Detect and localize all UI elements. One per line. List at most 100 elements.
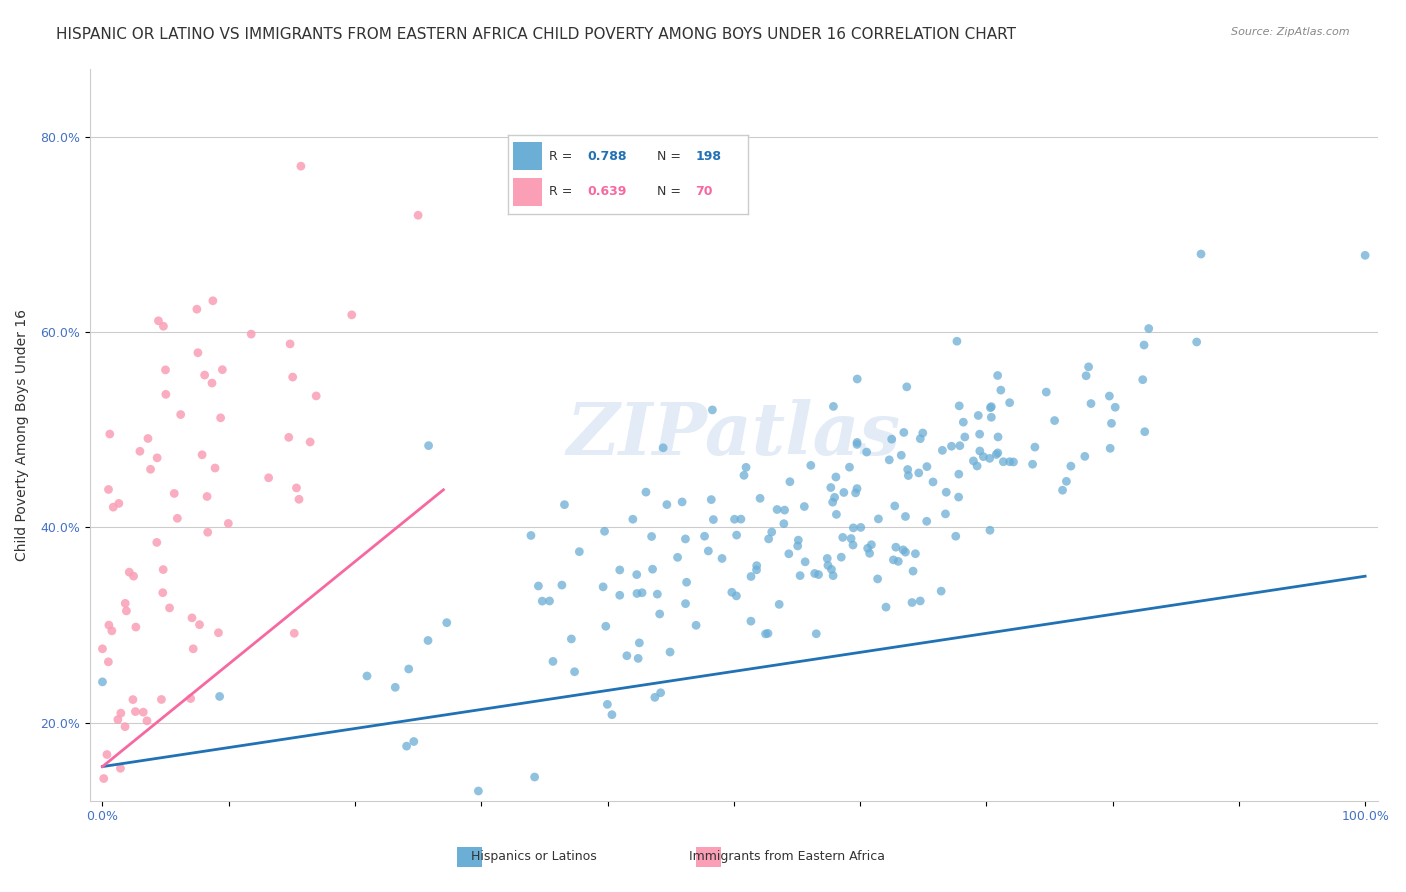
- Hispanics or Latinos: [896, 380, 918, 394]
- Immigrants from Eastern Africa: [191, 448, 214, 462]
- Immigrants from Eastern Africa: [170, 408, 193, 422]
- Hispanics or Latinos: [929, 584, 952, 599]
- Text: 0.788: 0.788: [588, 150, 627, 162]
- Text: 0.639: 0.639: [588, 186, 627, 198]
- Hispanics or Latinos: [596, 698, 619, 712]
- Hispanics or Latinos: [845, 486, 868, 500]
- Hispanics or Latinos: [967, 409, 990, 423]
- Hispanics or Latinos: [568, 544, 591, 558]
- Hispanics or Latinos: [882, 553, 904, 567]
- Hispanics or Latinos: [824, 491, 846, 505]
- Hispanics or Latinos: [1133, 425, 1156, 439]
- Hispanics or Latinos: [846, 372, 869, 386]
- Immigrants from Eastern Africa: [195, 490, 218, 504]
- Hispanics or Latinos: [1035, 385, 1057, 400]
- Hispanics or Latinos: [893, 425, 915, 440]
- Hispanics or Latinos: [969, 427, 991, 442]
- Immigrants from Eastern Africa: [285, 481, 308, 495]
- Hispanics or Latinos: [849, 520, 872, 534]
- Hispanics or Latinos: [866, 572, 889, 586]
- Hispanics or Latinos: [697, 544, 720, 558]
- Immigrants from Eastern Africa: [118, 565, 141, 579]
- Hispanics or Latinos: [793, 500, 815, 514]
- Immigrants from Eastern Africa: [187, 345, 209, 359]
- Hispanics or Latinos: [634, 485, 657, 500]
- Immigrants from Eastern Africa: [110, 761, 132, 775]
- Hispanics or Latinos: [935, 485, 957, 500]
- Immigrants from Eastern Africa: [107, 713, 129, 727]
- Immigrants from Eastern Africa: [181, 611, 204, 625]
- Hispanics or Latinos: [208, 690, 231, 704]
- Hispanics or Latinos: [721, 585, 744, 599]
- Immigrants from Eastern Africa: [152, 585, 174, 599]
- Hispanics or Latinos: [823, 400, 845, 414]
- Hispanics or Latinos: [711, 551, 734, 566]
- Immigrants from Eastern Africa: [181, 641, 204, 656]
- Hispanics or Latinos: [1132, 373, 1154, 387]
- Hispanics or Latinos: [786, 539, 808, 553]
- Bar: [513, 178, 541, 205]
- Immigrants from Eastern Africa: [91, 641, 114, 656]
- Hispanics or Latinos: [1098, 389, 1121, 403]
- Hispanics or Latinos: [779, 475, 801, 489]
- Hispanics or Latinos: [838, 460, 860, 475]
- Hispanics or Latinos: [384, 681, 406, 695]
- Hispanics or Latinos: [1074, 450, 1097, 464]
- Immigrants from Eastern Africa: [186, 302, 208, 317]
- Hispanics or Latinos: [972, 450, 994, 464]
- Hispanics or Latinos: [600, 707, 623, 722]
- Hispanics or Latinos: [733, 468, 755, 483]
- Hispanics or Latinos: [523, 770, 546, 784]
- Hispanics or Latinos: [1104, 401, 1126, 415]
- Hispanics or Latinos: [740, 569, 762, 583]
- Hispanics or Latinos: [823, 568, 845, 582]
- Hispanics or Latinos: [702, 512, 724, 526]
- Hispanics or Latinos: [787, 533, 810, 548]
- Hispanics or Latinos: [908, 594, 931, 608]
- Hispanics or Latinos: [627, 651, 650, 665]
- Hispanics or Latinos: [839, 532, 862, 546]
- Hispanics or Latinos: [1052, 483, 1074, 498]
- Hispanics or Latinos: [395, 739, 418, 753]
- Hispanics or Latinos: [979, 523, 1001, 537]
- Hispanics or Latinos: [685, 618, 707, 632]
- Immigrants from Eastern Africa: [406, 208, 429, 222]
- Immigrants from Eastern Africa: [281, 370, 304, 384]
- Hispanics or Latinos: [756, 626, 779, 640]
- Y-axis label: Child Poverty Among Boys Under 16: Child Poverty Among Boys Under 16: [15, 309, 30, 561]
- Hispanics or Latinos: [652, 441, 675, 455]
- Hispanics or Latinos: [825, 508, 848, 522]
- Hispanics or Latinos: [640, 529, 662, 543]
- Immigrants from Eastern Africa: [197, 525, 219, 540]
- Hispanics or Latinos: [700, 492, 723, 507]
- Hispanics or Latinos: [907, 466, 929, 480]
- Hispanics or Latinos: [897, 462, 920, 476]
- Immigrants from Eastern Africa: [283, 626, 305, 640]
- Hispanics or Latinos: [948, 467, 970, 482]
- Hispanics or Latinos: [884, 540, 907, 554]
- Immigrants from Eastern Africa: [188, 617, 211, 632]
- Hispanics or Latinos: [675, 532, 697, 546]
- Hispanics or Latinos: [671, 495, 693, 509]
- Immigrants from Eastern Africa: [340, 308, 363, 322]
- Hispanics or Latinos: [768, 598, 790, 612]
- Immigrants from Eastern Africa: [103, 500, 125, 515]
- Immigrants from Eastern Africa: [152, 563, 174, 577]
- Immigrants from Eastern Africa: [132, 705, 155, 719]
- Hispanics or Latinos: [821, 495, 844, 509]
- Immigrants from Eastern Africa: [129, 444, 152, 458]
- Immigrants from Eastern Africa: [240, 327, 263, 342]
- Hispanics or Latinos: [693, 529, 716, 543]
- Hispanics or Latinos: [702, 403, 724, 417]
- Hispanics or Latinos: [626, 586, 648, 600]
- Hispanics or Latinos: [831, 530, 853, 544]
- Hispanics or Latinos: [911, 425, 934, 440]
- Immigrants from Eastern Africa: [115, 604, 138, 618]
- Hispanics or Latinos: [416, 633, 439, 648]
- Text: 198: 198: [695, 150, 721, 162]
- Immigrants from Eastern Africa: [146, 535, 169, 549]
- Hispanics or Latinos: [922, 475, 945, 489]
- Immigrants from Eastern Africa: [108, 496, 131, 510]
- Hispanics or Latinos: [815, 551, 838, 566]
- Text: Hispanics or Latinos: Hispanics or Latinos: [471, 850, 598, 863]
